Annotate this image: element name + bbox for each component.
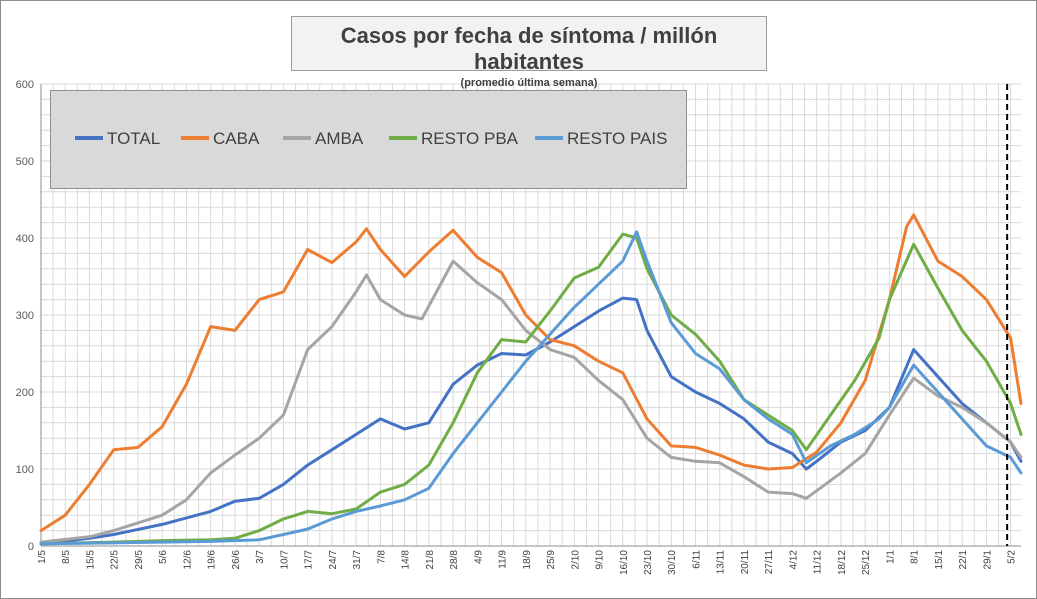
- x-tick-label: 7/8: [376, 550, 387, 564]
- x-tick-label: 4/9: [473, 550, 484, 564]
- x-tick-label: 1/5: [37, 550, 48, 564]
- x-tick-label: 25/12: [861, 550, 872, 575]
- x-tick-label: 23/10: [643, 550, 654, 575]
- legend: TOTAL CABA AMBA RESTO PBA RESTO PAIS: [50, 90, 687, 189]
- x-tick-label: 20/11: [740, 550, 751, 575]
- series-line-resto-pba: [39, 232, 1023, 546]
- x-tick-label: 15/5: [85, 550, 96, 570]
- legend-item-resto-pba: RESTO PBA: [389, 129, 518, 149]
- x-tick-label: 31/7: [352, 550, 363, 570]
- x-tick-label: 4/12: [788, 550, 799, 570]
- x-tick-label: 27/11: [764, 550, 775, 575]
- legend-label-caba: CABA: [213, 129, 260, 148]
- title-box: Casos por fecha de síntoma / millón habi…: [291, 16, 767, 89]
- x-tick-label: 13/11: [716, 550, 727, 575]
- series-lines: [39, 213, 1023, 546]
- series-line-resto-pais: [39, 230, 1023, 546]
- x-tick-label: 11/12: [813, 550, 824, 575]
- x-tick-label: 22/5: [110, 550, 121, 570]
- x-tick-label: 5/2: [1007, 550, 1018, 564]
- x-tick-label: 17/7: [304, 550, 315, 570]
- series-line-amba: [39, 259, 1023, 544]
- legend-swatch-amba: [283, 135, 311, 140]
- x-tick-label: 15/1: [934, 550, 945, 570]
- x-tick-label: 28/8: [449, 550, 460, 570]
- legend-label-total: TOTAL: [107, 129, 161, 148]
- x-tick-label: 1/1: [885, 550, 896, 564]
- y-tick-label: 100: [16, 464, 34, 476]
- legend-item-caba: CABA: [181, 129, 259, 149]
- legend-label-amba: AMBA: [315, 129, 364, 148]
- x-tick-label: 2/10: [570, 550, 581, 570]
- y-tick-label: 300: [16, 310, 34, 322]
- x-tick-label: 22/1: [958, 550, 969, 570]
- chart-title: Casos por fecha de síntoma / millón habi…: [340, 23, 718, 74]
- x-tick-label: 21/8: [425, 550, 436, 570]
- legend-swatch-resto-pais: [535, 135, 563, 140]
- x-tick-label: 12/6: [182, 550, 193, 570]
- x-tick-label: 16/10: [619, 550, 630, 575]
- x-tick-label: 19/6: [207, 550, 218, 570]
- x-tick-label: 24/7: [328, 550, 339, 570]
- x-tick-label: 9/10: [595, 550, 606, 570]
- legend-swatch-resto-pba: [389, 135, 417, 140]
- legend-swatch-caba: [181, 135, 209, 140]
- x-tick-label: 18/12: [837, 550, 848, 575]
- y-tick-label: 500: [16, 156, 34, 168]
- x-tick-label: 14/8: [401, 550, 412, 570]
- x-tick-label: 18/9: [522, 550, 533, 570]
- x-tick-label: 29/5: [134, 550, 145, 570]
- x-tick-label: 5/6: [158, 550, 169, 564]
- y-tick-label: 200: [16, 387, 34, 399]
- legend-item-resto-pais: RESTO PAIS: [535, 129, 667, 149]
- legend-swatch-total: [75, 135, 103, 140]
- x-tick-label: 6/11: [691, 550, 702, 569]
- x-tick-label: 10/7: [279, 550, 290, 570]
- y-tick-label: 600: [16, 79, 34, 91]
- x-tick-label: 30/10: [667, 550, 678, 575]
- legend-label-resto-pba: RESTO PBA: [421, 129, 518, 148]
- series-line-caba: [39, 213, 1023, 533]
- x-tick-label: 29/1: [982, 550, 993, 570]
- x-tick-label: 25/9: [546, 550, 557, 570]
- y-tick-label: 0: [28, 541, 34, 553]
- y-axis-ticks: 0 100 200 300 400 500 600: [16, 79, 34, 553]
- x-tick-label: 8/5: [61, 550, 72, 564]
- x-tick-label: 26/6: [231, 550, 242, 570]
- x-tick-label: 8/1: [910, 550, 921, 564]
- legend-item-total: TOTAL: [75, 129, 160, 149]
- legend-item-amba: AMBA: [283, 129, 363, 149]
- x-tick-label: 11/9: [498, 550, 509, 569]
- chart-subtitle: (promedio última semana): [460, 77, 598, 89]
- legend-label-resto-pais: RESTO PAIS: [567, 129, 668, 148]
- x-tick-label: 3/7: [255, 550, 266, 564]
- y-tick-label: 400: [16, 233, 34, 245]
- x-axis-ticks: 1/5 8/5 15/5 22/5 29/5 5/6 12/6 19/6 26/6 3/7 10/7…: [37, 550, 1018, 575]
